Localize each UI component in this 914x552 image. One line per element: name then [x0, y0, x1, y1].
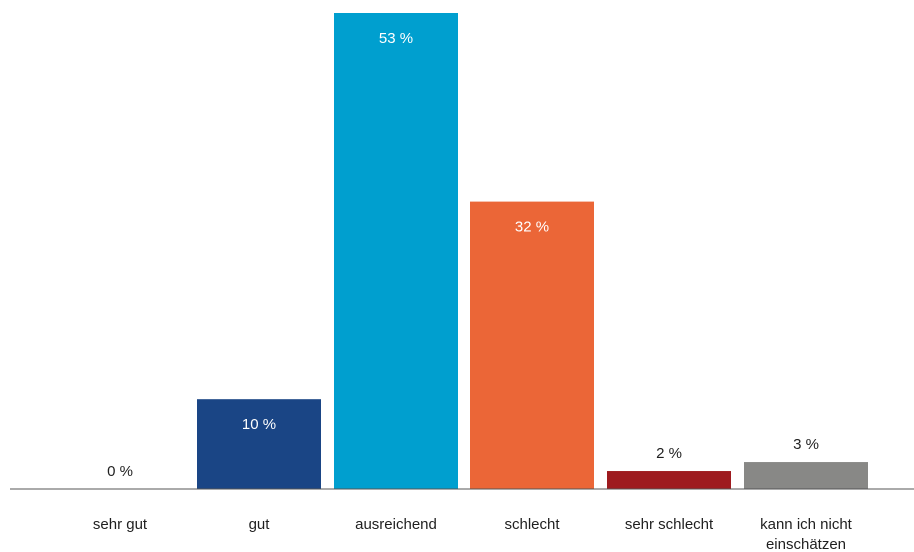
value-label-1: 10 %	[242, 416, 276, 433]
value-labels-group: 0 % 10 % 53 % 32 % 2 % 3 %	[107, 30, 819, 480]
category-label-1: gut	[249, 516, 271, 533]
category-label-0: sehr gut	[93, 516, 148, 533]
category-labels-group: sehr gut gut ausreichend schlecht sehr schle…	[93, 516, 853, 552]
category-label-3: schlecht	[504, 516, 560, 533]
value-label-4: 2 %	[656, 445, 682, 462]
bar-1	[197, 399, 321, 489]
value-label-3: 32 %	[515, 219, 549, 236]
category-label-2: ausreichend	[355, 516, 437, 533]
value-label-0: 0 %	[107, 463, 133, 480]
bar-2	[334, 13, 458, 489]
bar-4	[607, 471, 731, 489]
category-label-4: sehr schlecht	[625, 516, 714, 533]
category-label-5-line-0: kann ich nicht	[760, 516, 853, 533]
bars-group	[197, 13, 868, 490]
bar-3	[470, 201, 594, 490]
value-label-2: 53 %	[379, 30, 413, 47]
value-label-5: 3 %	[793, 436, 819, 453]
bar-5	[744, 462, 868, 489]
category-label-5-line-1: einschätzen	[766, 536, 846, 552]
